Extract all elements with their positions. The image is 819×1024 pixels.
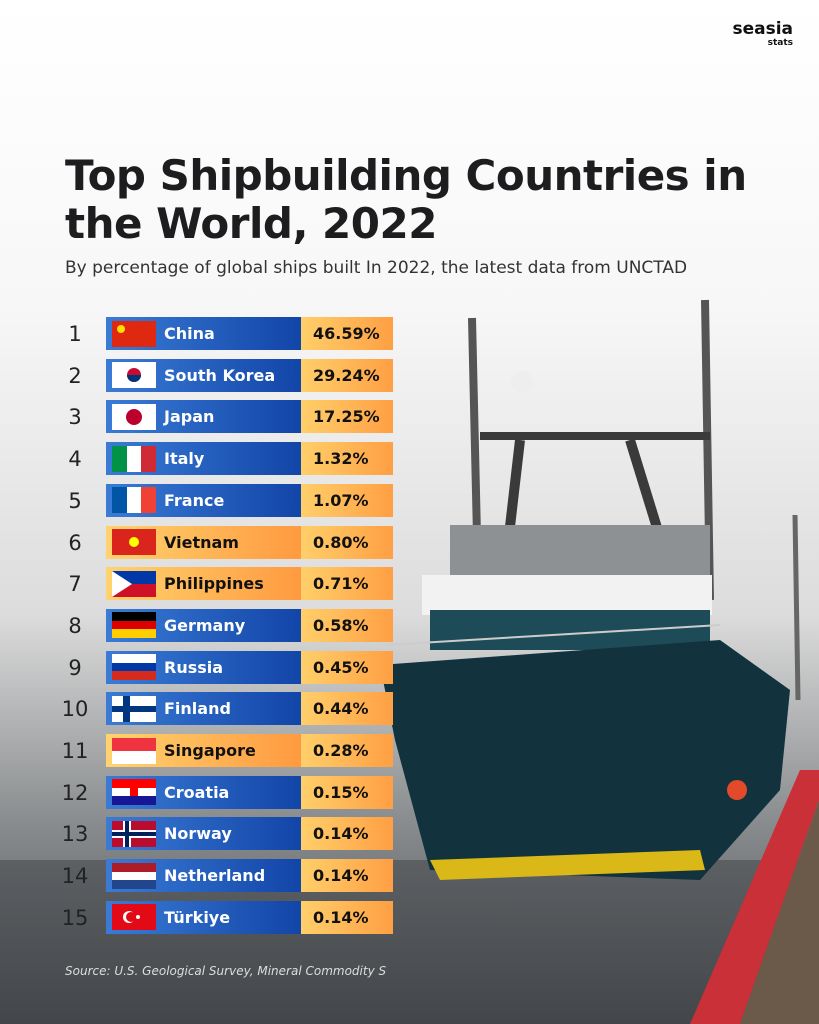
title: Top Shipbuilding Countries in the World,… bbox=[65, 151, 747, 248]
flag-icon bbox=[112, 362, 156, 389]
flag-icon bbox=[112, 654, 156, 681]
flag bbox=[112, 529, 156, 559]
flag bbox=[112, 403, 156, 434]
flag bbox=[112, 820, 156, 851]
flag-icon bbox=[112, 487, 156, 514]
source: Source: U.S. Geological Survey, Mineral … bbox=[65, 964, 387, 978]
flag bbox=[112, 779, 156, 809]
flag-icon bbox=[112, 570, 156, 597]
share: 0.14% bbox=[301, 859, 393, 893]
share: 46.59% bbox=[301, 317, 393, 350]
share: 29.24% bbox=[301, 358, 393, 392]
rank: 8 bbox=[68, 613, 82, 638]
flag-icon bbox=[112, 320, 156, 347]
share: 17.25% bbox=[301, 400, 393, 434]
rank: 15 bbox=[61, 905, 89, 930]
flag bbox=[112, 654, 156, 684]
share: 0.44% bbox=[301, 692, 393, 726]
flag bbox=[112, 904, 156, 934]
share: 0.71% bbox=[301, 567, 393, 601]
subtitle: By percentage of global ships built In 2… bbox=[65, 258, 688, 278]
flag bbox=[112, 862, 156, 893]
rank: 3 bbox=[68, 405, 82, 430]
brand-sub: stats bbox=[767, 38, 793, 48]
share: 1.07% bbox=[301, 483, 393, 517]
logo: seasia stats bbox=[732, 20, 793, 48]
rank: 1 bbox=[68, 322, 82, 346]
flag-icon bbox=[112, 529, 156, 555]
rank: 14 bbox=[61, 864, 89, 889]
share: 0.80% bbox=[301, 525, 393, 559]
rank: 10 bbox=[61, 697, 89, 722]
rank: 11 bbox=[61, 739, 89, 763]
flag-icon bbox=[112, 403, 156, 430]
rank: 6 bbox=[68, 530, 82, 555]
share: 0.28% bbox=[301, 734, 393, 767]
flag-icon bbox=[112, 695, 156, 722]
flag-icon bbox=[112, 904, 156, 931]
share: 0.45% bbox=[301, 650, 393, 684]
flag-icon bbox=[112, 862, 156, 889]
rank: 7 bbox=[68, 572, 82, 597]
share: 0.14% bbox=[301, 900, 393, 934]
share: 1.32% bbox=[301, 442, 393, 476]
flag-icon bbox=[112, 737, 156, 764]
flag-icon bbox=[112, 445, 156, 472]
rank: 12 bbox=[61, 780, 89, 805]
share: 0.14% bbox=[301, 817, 393, 851]
rank: 9 bbox=[68, 655, 82, 680]
flag-icon bbox=[112, 779, 156, 806]
rank: 13 bbox=[61, 822, 89, 847]
flag bbox=[112, 737, 156, 768]
flag bbox=[112, 362, 156, 392]
flag bbox=[112, 695, 156, 726]
rank: 5 bbox=[68, 488, 82, 513]
flag bbox=[112, 445, 156, 476]
flag-icon bbox=[112, 612, 156, 639]
rank: 4 bbox=[68, 447, 82, 472]
share: 0.15% bbox=[301, 775, 393, 809]
flag bbox=[112, 612, 156, 642]
flag bbox=[112, 570, 156, 601]
flag-icon bbox=[112, 820, 156, 847]
share: 0.58% bbox=[301, 608, 393, 642]
flag bbox=[112, 320, 156, 351]
flag bbox=[112, 487, 156, 517]
brand-name: seasia bbox=[732, 19, 793, 39]
rank: 2 bbox=[68, 363, 82, 388]
